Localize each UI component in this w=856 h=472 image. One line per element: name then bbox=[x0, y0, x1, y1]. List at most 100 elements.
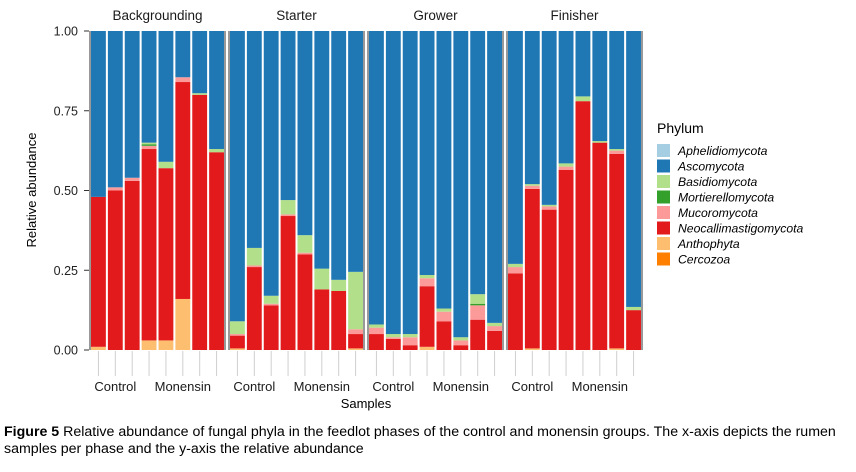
bar-segment bbox=[124, 31, 140, 178]
bar-segment bbox=[297, 252, 313, 255]
bar-segment bbox=[141, 145, 157, 150]
stacked-bar-chart: 0.00 0.25 0.50 0.75 1.00 Relative abundance Ba… bbox=[24, 8, 804, 411]
y-tick-label: 1.00 bbox=[54, 25, 78, 39]
bar-segment bbox=[280, 31, 296, 201]
bar-segment bbox=[314, 268, 330, 290]
bar-segment bbox=[107, 187, 123, 191]
bar-segment bbox=[609, 150, 625, 154]
bar-segment bbox=[192, 94, 208, 350]
x-group-label-control: Control bbox=[372, 379, 414, 394]
bar-segment bbox=[230, 321, 245, 335]
facet-title: Starter bbox=[276, 8, 317, 23]
bar-segment bbox=[524, 184, 540, 186]
y-tick-label: 0.50 bbox=[54, 184, 78, 198]
facet-title: Backgrounding bbox=[112, 8, 202, 23]
caption-text: Relative abundance of fungal phyla in th… bbox=[4, 424, 836, 457]
bar-segment bbox=[331, 279, 347, 291]
bar-segment bbox=[158, 31, 174, 162]
bar-segment bbox=[263, 303, 279, 306]
legend-label: Ascomycota bbox=[677, 160, 745, 174]
bar-segment bbox=[419, 31, 435, 276]
bar-segment bbox=[263, 31, 279, 296]
bar-segment bbox=[558, 31, 574, 164]
bar-segment bbox=[609, 153, 625, 349]
x-group-label-monensin: Monensin bbox=[572, 379, 628, 394]
bar-segment bbox=[280, 214, 296, 217]
bar-segment bbox=[470, 305, 486, 320]
legend-label: Neocallimastigomycota bbox=[678, 222, 804, 236]
bar-segment bbox=[419, 278, 435, 287]
bar-segment bbox=[524, 185, 540, 189]
bar-segment bbox=[348, 329, 363, 335]
bar-segment bbox=[263, 295, 279, 304]
bar-segment bbox=[402, 334, 418, 338]
bar-segment bbox=[107, 190, 123, 350]
legend-swatch bbox=[657, 190, 670, 204]
bar-segment bbox=[470, 303, 486, 306]
bar-segment bbox=[558, 163, 574, 167]
x-group-label-monensin: Monensin bbox=[155, 379, 211, 394]
legend-label: Mucoromycota bbox=[678, 206, 758, 220]
bar-segment bbox=[541, 209, 557, 350]
bar-segment bbox=[246, 265, 262, 268]
bar-segment bbox=[541, 204, 557, 207]
bar-segment bbox=[487, 31, 502, 323]
bar-segment bbox=[175, 82, 191, 299]
legend-label: Basidiomycota bbox=[678, 175, 757, 189]
bar-segment bbox=[402, 337, 418, 346]
bar-segment bbox=[508, 273, 523, 350]
bar-segment bbox=[385, 31, 401, 335]
bar-segment bbox=[141, 142, 157, 145]
bar-segment bbox=[175, 31, 191, 78]
bar-segment bbox=[91, 196, 106, 347]
bar-segment bbox=[487, 322, 502, 327]
legend-swatch bbox=[657, 252, 670, 266]
legend-label: Anthophyta bbox=[677, 237, 740, 251]
bar-segment bbox=[175, 298, 191, 350]
bar-segment bbox=[230, 335, 245, 349]
bar-segment bbox=[592, 31, 608, 142]
bar-segment bbox=[348, 334, 363, 349]
facet-title: Grower bbox=[413, 8, 458, 23]
bar-segment bbox=[348, 31, 363, 272]
legend-swatch bbox=[657, 221, 670, 235]
bar-segment bbox=[263, 305, 279, 350]
bar-segment bbox=[508, 263, 523, 268]
bar-segment bbox=[192, 31, 208, 94]
bar-segment bbox=[453, 31, 469, 338]
bar-segment bbox=[470, 319, 486, 350]
bar-segment bbox=[524, 188, 540, 349]
bar-segment bbox=[524, 31, 540, 185]
bar-segment bbox=[158, 168, 174, 341]
bar-segment bbox=[487, 326, 502, 331]
bar-segment bbox=[209, 149, 224, 153]
figure-caption: Figure 5 Relative abundance of fungal ph… bbox=[4, 424, 850, 457]
bar-segment bbox=[331, 290, 347, 350]
bar-segment bbox=[230, 31, 245, 322]
x-group-label-control: Control bbox=[233, 379, 275, 394]
bar-segment bbox=[609, 348, 625, 350]
y-tick-label: 0.25 bbox=[54, 264, 78, 278]
x-axis-title: Samples bbox=[341, 396, 392, 411]
bar-segment bbox=[508, 31, 523, 264]
bar-segment bbox=[419, 275, 435, 279]
bar-segment bbox=[158, 340, 174, 350]
bar-segment bbox=[331, 31, 347, 280]
facet-title: Finisher bbox=[550, 8, 599, 23]
bar-segment bbox=[436, 321, 452, 350]
caption-label: Figure 5 bbox=[4, 424, 60, 440]
bar-segment bbox=[419, 346, 435, 350]
bar-segment bbox=[158, 161, 174, 169]
y-axis-title: Relative abundance bbox=[24, 133, 39, 248]
bar-segment bbox=[369, 324, 384, 328]
bar-segment bbox=[558, 166, 574, 170]
bar-segment bbox=[453, 340, 469, 346]
bar-segment bbox=[141, 31, 157, 143]
legend-swatch bbox=[657, 159, 670, 173]
bar-segment bbox=[369, 334, 384, 350]
x-group-label-control: Control bbox=[94, 379, 136, 394]
bar-segment bbox=[297, 31, 313, 236]
bar-segment bbox=[385, 338, 401, 350]
bar-segment bbox=[369, 327, 384, 335]
bar-segment bbox=[141, 149, 157, 341]
